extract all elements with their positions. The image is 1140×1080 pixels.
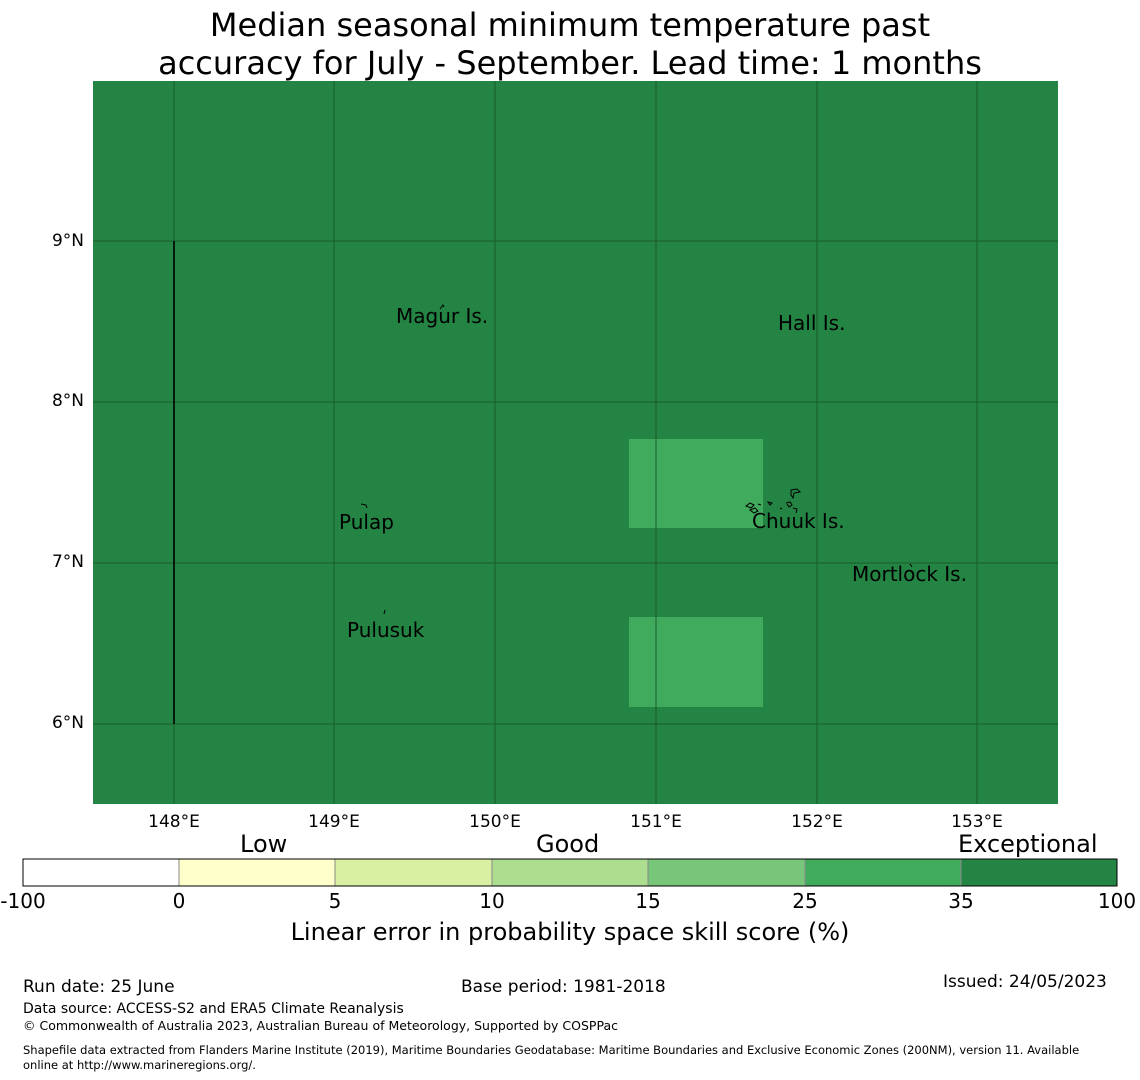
data-source: Data source: ACCESS-S2 and ERA5 Climate … [23,1001,404,1017]
colorbar-segment-neg100-0 [23,859,179,886]
colorbar-segment-0-5 [179,859,335,886]
skill-patch-south [629,617,763,707]
colorbar-tick-25: 25 [792,889,818,913]
place-label-mortlock: Mortlock Is. [852,562,967,586]
colorbar-tick-5: 5 [328,889,342,913]
colorbar-tick-0: 0 [172,889,186,913]
magur-island-outline [439,304,445,310]
chuuk-island-outline-7 [790,488,802,500]
lat-label-8n: 8°N [51,391,84,411]
map-background [93,81,1058,804]
colorbar-tick-15: 15 [635,889,661,913]
place-label-pulap: Pulap [339,510,394,534]
chuuk-island-outline-5 [779,507,783,510]
chart-title-line-2: accuracy for July - September. Lead time… [158,44,982,82]
place-label-pulusuk: Pulusuk [347,618,425,642]
colorbar-segment-15-25 [648,859,805,886]
copyright-notice: © Commonwealth of Australia 2023, Austra… [23,1018,618,1033]
colorbar-label: Linear error in probability space skill … [290,918,850,946]
island-outlines [360,304,913,615]
lat-label-6n: 6°N [51,713,84,733]
lon-label-148e: 148°E [148,812,200,832]
grid-lines [93,81,1058,804]
colorbar-frame [22,858,1118,887]
colorbar-category-low: Low [240,830,288,858]
lon-label-153e: 153°E [951,812,1003,832]
lon-label-150e: 150°E [469,812,521,832]
lon-label-149e: 149°E [308,812,360,832]
lat-label-7n: 7°N [51,552,84,572]
map-plot [93,81,1058,804]
chart-title-line-1: Median seasonal minimum temperature past [209,6,931,44]
chuuk-island-outline-3 [757,503,762,506]
colorbar-segment-10-15 [492,859,648,886]
colorbar-segment-25-35 [805,859,961,886]
chuuk-island-outline-1 [744,502,755,509]
pulap-island-outline [360,503,368,509]
lat-label-9n: 9°N [51,231,84,251]
colorbar-category-exceptional: Exceptional [958,830,1098,858]
colorbar-tick-100: 100 [1097,889,1137,913]
place-label-chuuk: Chuuk Is. [752,509,845,533]
place-label-magur: Magur Is. [396,304,489,328]
chuuk-island-outline-6 [785,501,793,508]
chuuk-island-outline-8 [792,507,798,514]
mortlock-island-outline [909,563,913,568]
chuuk-island-outline-4 [766,501,773,506]
colorbar-tick-neg100: -100 [0,889,46,913]
colorbar-category-good: Good [536,830,600,858]
lon-label-152e: 152°E [791,812,843,832]
lon-label-151e: 151°E [630,812,682,832]
colorbar-tick-35: 35 [948,889,974,913]
skill-patch-north [629,439,763,528]
colorbar [22,858,1118,887]
base-period: Base period: 1981-2018 [461,977,666,997]
colorbar-segment-35-100 [961,859,1117,886]
place-label-hall: Hall Is. [778,311,846,335]
colorbar-tick-10: 10 [479,889,505,913]
colorbar-segment-5-10 [335,859,492,886]
issued-date: Issued: 24/05/2023 [943,972,1107,992]
shapefile-credit-line-2: online at http://www.marineregions.org/. [23,1058,256,1072]
run-date: Run date: 25 June [23,977,175,997]
shapefile-credit-line-1: Shapefile data extracted from Flanders M… [23,1043,1080,1057]
pulusuk-island-outline [383,609,386,615]
chuuk-island-outline-2 [748,507,759,514]
